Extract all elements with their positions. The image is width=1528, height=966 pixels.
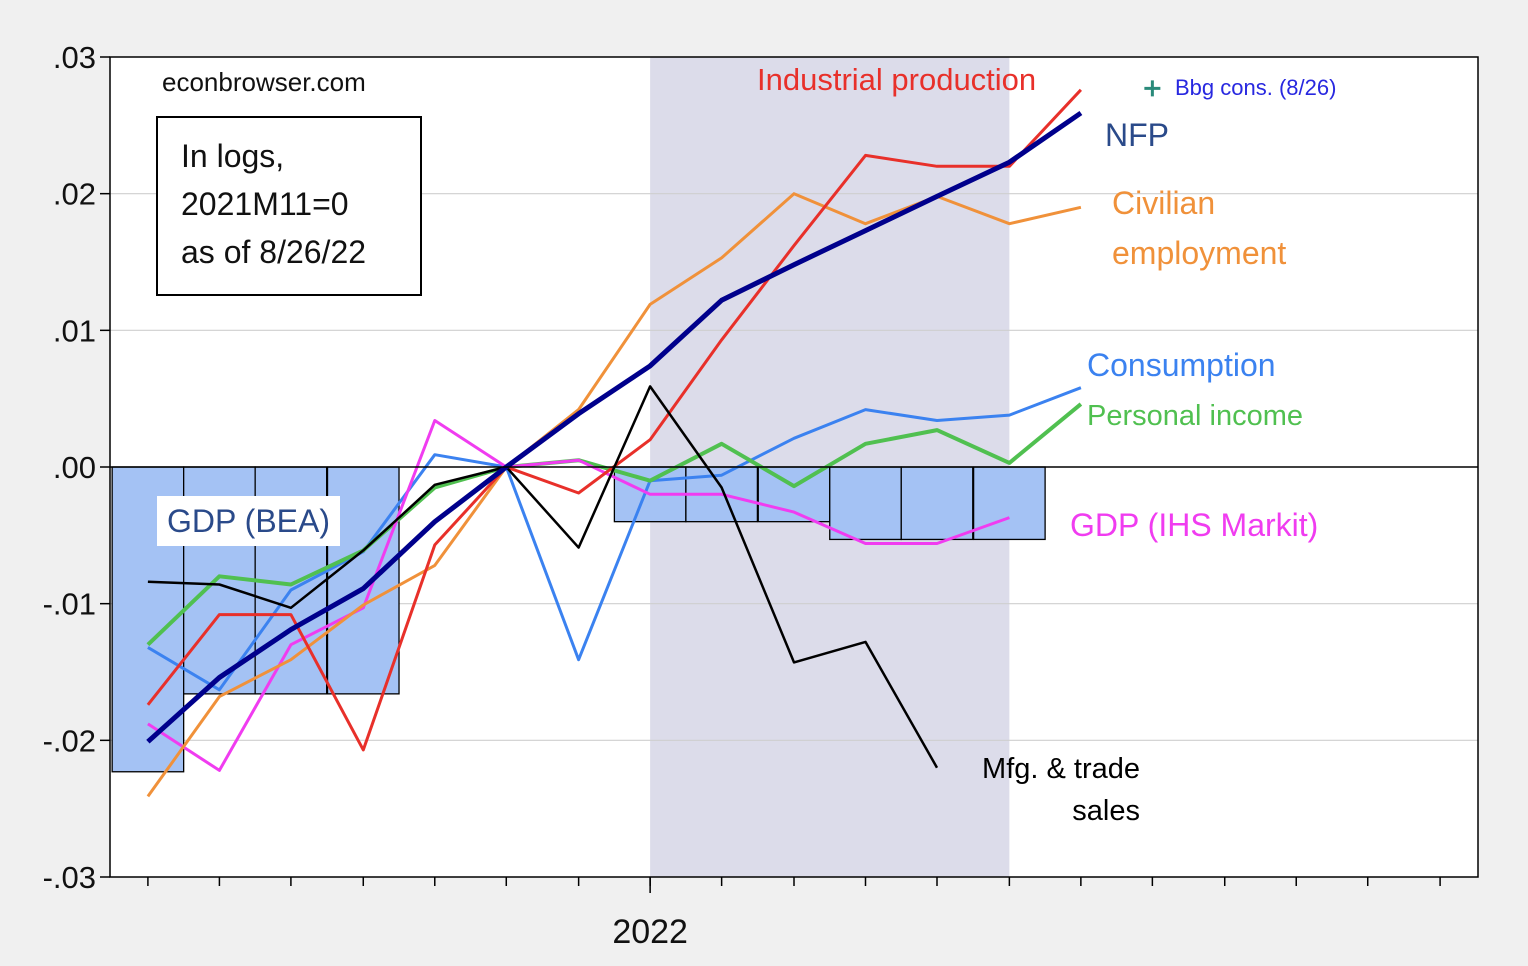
series-label: Bbg cons. (8/26) (1175, 75, 1337, 100)
series-label: Mfg. & trade sales (982, 753, 1140, 827)
series-line (147, 386, 1082, 692)
y-tick-label: -.03 (43, 860, 96, 895)
marker (1144, 80, 1161, 97)
y-tick-label: .03 (53, 40, 96, 75)
y-tick-label: -.02 (43, 723, 96, 758)
series-label: GDP (IHS Markit) (1070, 507, 1319, 543)
note-box: In logs, 2021M11=0 as of 8/26/22 (156, 116, 422, 296)
x-tick-label: 2022 (612, 913, 688, 951)
bar (972, 466, 1046, 541)
note-line: In logs, (181, 138, 285, 174)
y-tick-label: .00 (53, 450, 96, 485)
series-line (146, 402, 1083, 647)
y-tick-label: .02 (53, 177, 96, 212)
y-tick-label: -.01 (43, 587, 96, 622)
y-tick-label: .01 (53, 313, 96, 348)
bar (829, 466, 902, 541)
plot-frame (109, 56, 1479, 878)
series-label: GDP (BEA) (157, 496, 340, 546)
note-line: 2021M11=0 (181, 186, 349, 222)
series-label: Consumption (1087, 347, 1276, 383)
note-line: as of 8/26/22 (181, 234, 367, 270)
series-label: Civilian employment (1112, 185, 1287, 271)
series-label: Industrial production (757, 62, 1037, 97)
source: econbrowser.com (162, 67, 366, 97)
series-label: NFP (1105, 117, 1169, 153)
series-line (147, 419, 1010, 772)
series-line (147, 385, 939, 769)
series-label: Personal income (1087, 400, 1303, 432)
bar (900, 466, 974, 541)
series-line (146, 110, 1083, 744)
